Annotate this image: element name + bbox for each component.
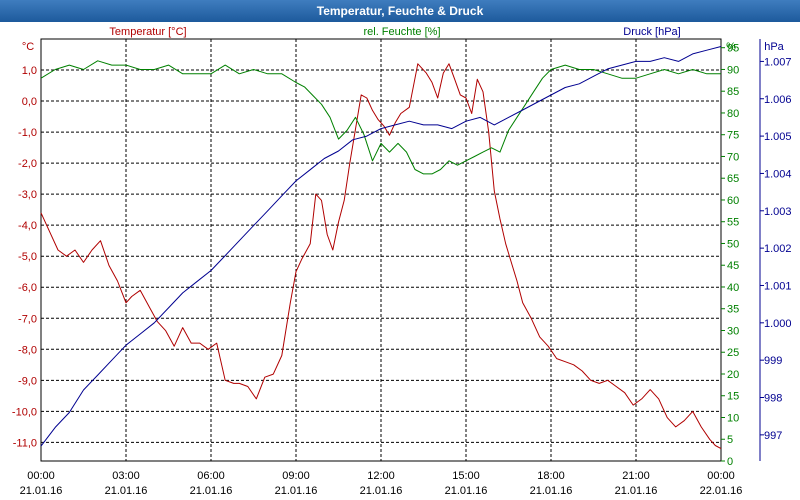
pressure-tick-label: 1.007 (764, 56, 792, 68)
temp-tick-label: -5,0 (18, 251, 37, 263)
x-tick-date: 21.01.16 (190, 485, 233, 497)
temp-tick-label: -4,0 (18, 220, 37, 232)
grid-lines (41, 39, 721, 461)
temp-tick-label: -7,0 (18, 313, 37, 325)
x-tick-time: 06:00 (197, 470, 225, 482)
legend-pressure: Druck [hPa] (623, 26, 680, 38)
title-bar: Temperatur, Feuchte & Druck (0, 0, 800, 22)
pressure-tick-label: 1.004 (764, 168, 792, 180)
x-tick-time: 09:00 (282, 470, 310, 482)
humidity-tick-label: 35 (727, 304, 739, 316)
pressure-tick-label: 997 (764, 430, 782, 442)
chart-area: 00:00 21.01.16 03:00 21.01.16 06:00 21.01.16 0… (0, 22, 800, 500)
humidity-tick-label: 50 (727, 238, 739, 250)
temp-tick-label: -9,0 (18, 375, 37, 387)
x-tick-time: 12:00 (367, 470, 395, 482)
pressure-unit-label: hPa (764, 41, 784, 53)
humidity-tick-label: 85 (727, 86, 739, 98)
humidity-tick-label: 25 (727, 347, 739, 359)
legend-humidity: rel. Feuchte [%] (363, 26, 440, 38)
humidity-tick-label: 5 (727, 434, 733, 446)
temp-tick-label: -1,0 (18, 127, 37, 139)
chart-title: Temperatur, Feuchte & Druck (316, 4, 484, 18)
temp-tick-label: -8,0 (18, 344, 37, 356)
series-line-pressure (40, 46, 722, 447)
x-tick-date: 21.01.16 (20, 485, 63, 497)
pressure-tick-label: 1.003 (764, 206, 792, 218)
humidity-tick-label: 30 (727, 325, 739, 337)
humidity-tick-label: 70 (727, 151, 739, 163)
x-tick-date: 21.01.16 (530, 485, 573, 497)
pressure-tick-label: 1.002 (764, 243, 792, 255)
x-tick-time: 21:00 (622, 470, 650, 482)
humidity-tick-label: 0 (727, 456, 733, 468)
humidity-tick-label: 65 (727, 173, 739, 185)
legend-temperature: Temperatur [°C] (109, 26, 186, 38)
pressure-tick-label: 999 (764, 355, 782, 367)
series-lines (40, 46, 722, 450)
humidity-tick-label: 15 (727, 391, 739, 403)
humidity-tick-label: 90 (727, 64, 739, 76)
chart-background (0, 22, 800, 500)
x-tick-date: 21.01.16 (360, 485, 403, 497)
temp-tick-label: -2,0 (18, 158, 37, 170)
humidity-tick-label: 55 (727, 217, 739, 229)
x-tick-date: 21.01.16 (445, 485, 488, 497)
temp-tick-label: -10,0 (12, 406, 37, 418)
temp-tick-label: -6,0 (18, 282, 37, 294)
humidity-tick-label: 95 (727, 43, 739, 55)
humidity-tick-label: 40 (727, 282, 739, 294)
pressure-tick-label: 1.006 (764, 94, 792, 106)
x-tick-date: 21.01.16 (615, 485, 658, 497)
humidity-tick-label: 10 (727, 412, 739, 424)
x-tick-date: 21.01.16 (105, 485, 148, 497)
pressure-tick-label: 998 (764, 393, 782, 405)
temp-unit-label: °C (22, 41, 34, 53)
x-tick-time: 15:00 (452, 470, 480, 482)
series-line-temperature (40, 63, 722, 450)
x-tick-time: 03:00 (112, 470, 140, 482)
humidity-unit-label: % (726, 41, 736, 53)
pressure-tick-label: 1.000 (764, 318, 792, 330)
pressure-tick-label: 1.005 (764, 131, 792, 143)
x-tick-time: 00:00 (707, 470, 735, 482)
plot-frame (40, 38, 722, 462)
x-tick-date: 22.01.16 (700, 485, 743, 497)
temp-tick-label: 0,0 (22, 96, 37, 108)
temp-tick-label: -11,0 (13, 437, 37, 449)
humidity-tick-label: 45 (727, 260, 739, 272)
pressure-tick-label: 1.001 (764, 280, 792, 292)
temp-tick-label: -3,0 (18, 189, 37, 201)
humidity-tick-label: 75 (727, 130, 739, 142)
x-tick-date: 21.01.16 (275, 485, 318, 497)
axis-ticks: 00:00 21.01.16 03:00 21.01.16 06:00 21.01.16 0… (12, 26, 792, 497)
series-line-humidity (40, 60, 721, 175)
humidity-tick-label: 20 (727, 369, 739, 381)
humidity-tick-label: 80 (727, 108, 739, 120)
temp-tick-label: 1,0 (22, 65, 37, 77)
humidity-tick-label: 60 (727, 195, 739, 207)
x-tick-time: 18:00 (537, 470, 565, 482)
x-tick-time: 00:00 (27, 470, 55, 482)
